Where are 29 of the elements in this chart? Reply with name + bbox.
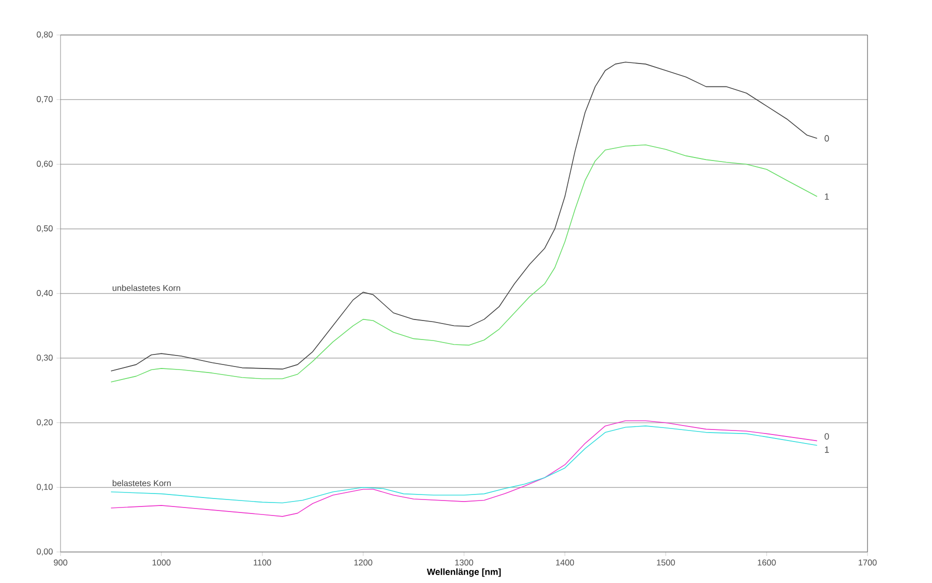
y-tick-label: 0,50 [36, 225, 53, 232]
x-axis-title: Wellenlänge [nm] [426, 568, 501, 577]
y-tick-label: 0,60 [36, 160, 53, 168]
x-tick-label: 1500 [656, 560, 675, 566]
series-label: 0 [824, 135, 829, 142]
x-tick-label: 1000 [152, 560, 171, 566]
y-tick-label: 0,40 [36, 290, 53, 297]
line-series [110, 420, 818, 517]
line-series [110, 426, 818, 504]
x-tick-label: 1400 [556, 560, 574, 566]
annotation: unbelastetes Korn [112, 284, 180, 291]
series-label: 1 [824, 446, 829, 453]
x-tick-label: 900 [54, 560, 68, 566]
y-tick-label: 0,10 [36, 484, 53, 491]
y-tick-label: 0,70 [36, 96, 53, 104]
x-tick-label: 1300 [455, 560, 474, 566]
line-series [110, 62, 818, 372]
x-tick-label: 1200 [354, 560, 372, 566]
series-label: 0 [824, 433, 829, 440]
annotation: belastetes Korn [112, 480, 171, 486]
line-series [110, 144, 818, 382]
x-tick-label: 1100 [254, 560, 272, 566]
y-tick-label: 0,30 [36, 354, 53, 362]
y-tick-label: 0,80 [36, 31, 53, 38]
series-label: 1 [824, 193, 829, 200]
y-tick-label: 0,20 [36, 419, 53, 426]
x-tick-label: 1600 [758, 560, 776, 566]
y-tick-label: 0,00 [36, 548, 53, 556]
x-tick-label: 1700 [858, 560, 877, 566]
